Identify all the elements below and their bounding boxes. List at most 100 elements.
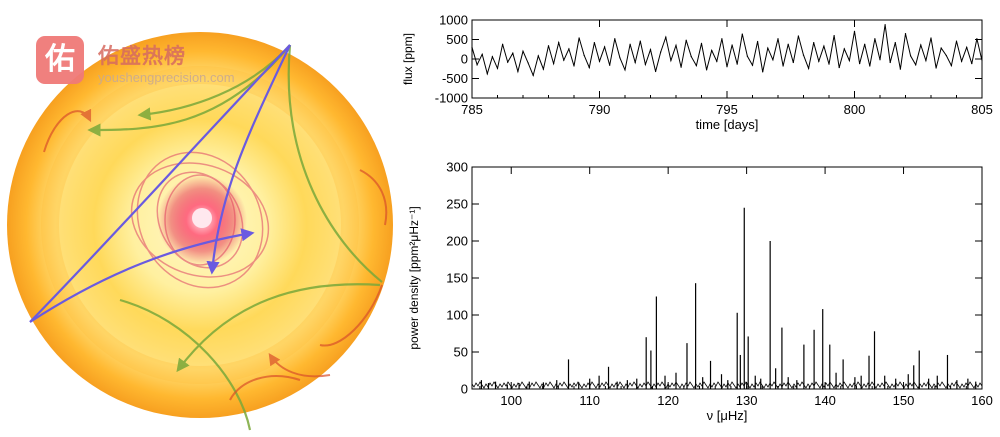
x-tick-label: 790 <box>589 102 611 117</box>
y-tick-label: 150 <box>446 271 468 286</box>
flux-point <box>894 42 896 44</box>
flux-point <box>904 33 907 35</box>
flux-point <box>838 66 840 69</box>
plot-frame <box>471 166 983 390</box>
flux-point <box>547 45 550 47</box>
flux-point <box>772 59 774 61</box>
flux-point <box>859 63 861 65</box>
spectrum-plot-area: 100 110 120 130 140 150 160 0 50 100 150 200 250 300 ν… <box>407 160 993 424</box>
flux-point <box>619 57 621 59</box>
y-axis-label: power density [ppm²μHz⁻¹] <box>407 206 421 349</box>
blue-ray-paths <box>29 44 291 323</box>
flux-point <box>706 69 708 71</box>
y-tick-label: 50 <box>454 345 468 360</box>
flux-point <box>792 61 794 64</box>
flux-point <box>971 63 973 65</box>
x-tick-label: 100 <box>500 393 522 408</box>
flux-point <box>853 30 856 32</box>
x-axis-label: ν [μHz] <box>707 408 748 423</box>
flux-point <box>716 60 718 62</box>
x-axis-label: time [days] <box>696 117 759 132</box>
flux-chart: 785 790 795 800 805 -1000 -500 0 500 1000 time [da… <box>401 13 993 133</box>
y-tick-label: 300 <box>446 160 468 175</box>
flux-point <box>634 61 636 64</box>
plot-frame <box>471 19 983 99</box>
flux-point <box>532 74 534 76</box>
flux-point <box>507 61 509 63</box>
x-tick-label: 805 <box>971 102 993 117</box>
flux-point <box>660 51 662 53</box>
flux-point <box>925 59 927 62</box>
flux-point <box>869 65 871 67</box>
flux-point <box>517 70 519 73</box>
flux-point <box>655 70 657 73</box>
flux-point <box>935 67 937 69</box>
flux-point <box>685 39 687 41</box>
flux-point <box>624 69 626 71</box>
flux-point <box>955 40 958 42</box>
flux-point <box>644 63 646 66</box>
flux-point <box>843 48 845 50</box>
flux-point <box>476 64 478 66</box>
flux-point <box>976 38 978 40</box>
watermark-badge: 佑 <box>36 36 84 84</box>
power-spectrum-chart: 100 110 120 130 140 150 160 0 50 100 150 200 250 300 ν… <box>407 160 993 424</box>
flux-point <box>818 60 820 62</box>
flux-point <box>665 36 667 38</box>
flux-point <box>879 59 881 61</box>
flux-point <box>731 44 733 46</box>
y-tick-label: 200 <box>446 234 468 249</box>
flux-point <box>966 46 968 48</box>
flux-point <box>751 64 754 66</box>
x-tick-label: 800 <box>844 102 866 117</box>
x-tick-label: 785 <box>461 102 483 117</box>
x-tick-label: 110 <box>579 393 600 408</box>
flux-point <box>777 38 779 40</box>
flux-point <box>670 59 672 62</box>
flux-point <box>848 59 850 62</box>
flux-point <box>874 38 876 40</box>
flux-point <box>828 63 830 65</box>
flux-point <box>823 45 825 47</box>
flux-point <box>563 59 565 61</box>
flux-point <box>782 65 784 67</box>
star-illustration <box>7 32 393 431</box>
flux-point <box>899 68 901 70</box>
flux-point <box>593 42 595 44</box>
flux-point <box>629 43 631 45</box>
flux-point <box>762 71 764 73</box>
flux-point <box>496 67 499 69</box>
noise-floor <box>471 381 983 389</box>
flux-point <box>568 48 570 50</box>
y-tick-label: 100 <box>446 308 468 323</box>
flux-point <box>721 38 723 40</box>
flux-point <box>588 66 590 69</box>
flux-point <box>920 44 922 46</box>
flux-point <box>833 35 835 37</box>
red-surface-arcs <box>43 108 388 401</box>
flux-point <box>675 44 677 46</box>
flux-point <box>726 66 728 68</box>
flux-point <box>940 47 942 49</box>
flux-point <box>486 73 488 75</box>
flux-point <box>950 65 953 67</box>
y-tick-label: -500 <box>442 71 468 86</box>
x-tick-label: 120 <box>657 393 679 408</box>
flux-point <box>522 50 524 52</box>
y-tick-label: 250 <box>446 197 468 212</box>
y-tick-label: 500 <box>446 32 468 47</box>
flux-point <box>797 35 799 37</box>
flux-point <box>981 59 983 62</box>
flux-point <box>757 40 759 43</box>
x-tick-label: 160 <box>971 393 993 408</box>
flux-plot-area: 785 790 795 800 805 -1000 -500 0 500 1000 time [da… <box>401 13 993 133</box>
flux-point <box>598 60 601 62</box>
y-tick-label: 0 <box>461 52 468 67</box>
flux-point <box>945 54 947 57</box>
flux-point <box>502 43 504 45</box>
flux-point <box>609 64 611 66</box>
flux-point <box>915 64 917 66</box>
y-tick-label: 1000 <box>439 13 468 28</box>
flux-point <box>864 43 866 45</box>
flux-point <box>741 33 743 35</box>
